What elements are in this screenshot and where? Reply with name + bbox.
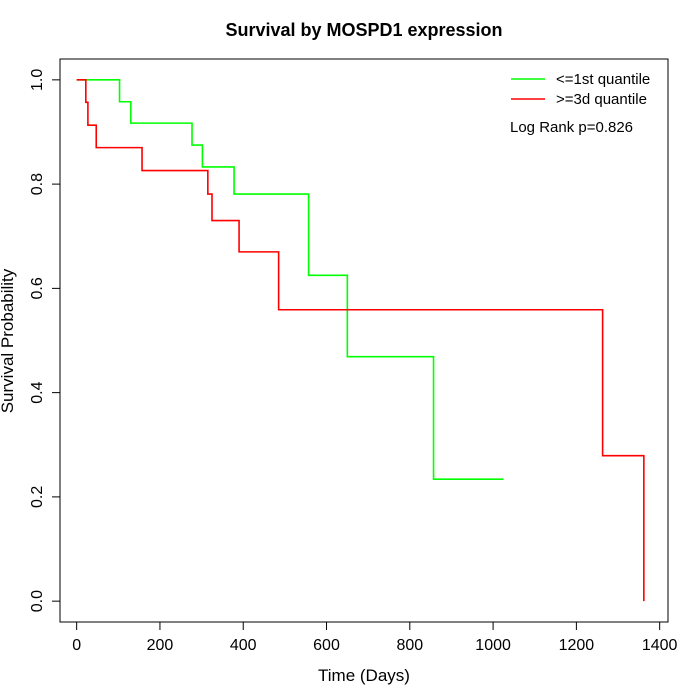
series-layer [76, 79, 645, 602]
x-tick-label: 1400 [642, 637, 678, 654]
y-tick-label: 0.0 [29, 590, 46, 612]
legend-label: <=1st quantile [556, 71, 650, 88]
x-tick-label: 600 [313, 637, 340, 654]
x-tick-label: 1200 [559, 637, 595, 654]
x-tick-label: 1000 [475, 637, 511, 654]
y-tick-label: 0.6 [29, 277, 46, 299]
series-line-2 [76, 79, 645, 602]
x-tick-label: 400 [230, 637, 257, 654]
plot-frame [59, 58, 669, 623]
y-tick-label: 1.0 [29, 69, 46, 91]
legend: <=1st quantile >=3d quantile [511, 71, 650, 108]
y-tick-label: 0.4 [29, 381, 46, 403]
x-axis: 0 200 400 600 800 1000 1200 1400 [72, 621, 678, 654]
log-rank-annotation: Log Rank p=0.826 [510, 119, 633, 136]
chart-title: Survival by MOSPD1 expression [225, 20, 502, 40]
y-tick-label: 0.8 [29, 173, 46, 195]
x-tick-label: 200 [147, 637, 174, 654]
x-tick-label: 800 [396, 637, 423, 654]
y-tick-label: 0.2 [29, 486, 46, 508]
legend-label: >=3d quantile [556, 91, 647, 108]
x-axis-label: Time (Days) [318, 666, 410, 685]
series-line-1 [76, 79, 504, 480]
y-axis: 0.0 0.2 0.4 0.6 0.8 1.0 [29, 69, 61, 612]
y-axis-label: Survival Probability [0, 268, 17, 413]
x-tick-label: 0 [72, 637, 81, 654]
